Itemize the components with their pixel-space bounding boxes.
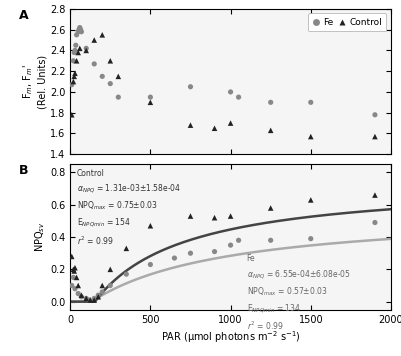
Point bbox=[69, 112, 75, 117]
Point bbox=[308, 134, 314, 140]
Point bbox=[73, 42, 79, 48]
Point bbox=[372, 112, 378, 117]
Point bbox=[107, 267, 113, 272]
Point bbox=[147, 262, 154, 267]
Point bbox=[227, 213, 234, 219]
Point bbox=[72, 265, 78, 271]
Point bbox=[99, 283, 105, 288]
Point bbox=[69, 283, 75, 288]
Point bbox=[72, 70, 78, 76]
Point bbox=[123, 271, 130, 277]
Point bbox=[227, 89, 234, 95]
Point bbox=[78, 29, 85, 35]
Text: B: B bbox=[19, 164, 28, 177]
Point bbox=[267, 127, 274, 133]
Point bbox=[78, 292, 85, 298]
Point bbox=[73, 58, 80, 64]
Point bbox=[372, 134, 378, 140]
Point bbox=[95, 292, 101, 298]
Point bbox=[91, 61, 97, 67]
Point bbox=[71, 74, 77, 79]
Point bbox=[75, 29, 81, 35]
Point bbox=[83, 295, 89, 301]
Point bbox=[77, 46, 83, 51]
Point bbox=[75, 291, 81, 297]
Point bbox=[308, 197, 314, 203]
Point bbox=[91, 297, 97, 303]
Point bbox=[187, 84, 194, 90]
Point bbox=[372, 220, 378, 225]
Point bbox=[227, 242, 234, 248]
Point bbox=[235, 237, 242, 243]
Point bbox=[267, 237, 274, 243]
Text: Control
$\alpha_{NPQ}$ = 1.31e-03±1.58e-04
NPQ$_{max}$ = 0.75±0.03
E$_{NPQmin}$ : Control $\alpha_{NPQ}$ = 1.31e-03±1.58e-… bbox=[77, 169, 181, 247]
Point bbox=[115, 74, 122, 79]
Point bbox=[187, 122, 194, 128]
Point bbox=[147, 94, 154, 100]
Point bbox=[95, 294, 101, 300]
Point bbox=[70, 58, 77, 64]
Point bbox=[91, 37, 97, 43]
Point bbox=[71, 49, 77, 55]
Legend: Fe, Control: Fe, Control bbox=[308, 14, 387, 31]
Point bbox=[87, 297, 93, 303]
Point bbox=[69, 253, 75, 259]
Point bbox=[70, 267, 77, 272]
Point bbox=[187, 213, 194, 219]
Point bbox=[187, 250, 194, 256]
Point bbox=[147, 99, 154, 105]
Point bbox=[211, 215, 218, 220]
Text: Fe
$\alpha_{NPQ}$ = 6.55e-04±6.08e-05
NPQ$_{max}$ = 0.57±0.03
E$_{NPQmin}$ = 134: Fe $\alpha_{NPQ}$ = 6.55e-04±6.08e-05 NP… bbox=[247, 255, 350, 333]
Text: A: A bbox=[19, 9, 28, 22]
Point bbox=[107, 58, 113, 64]
Point bbox=[71, 268, 77, 274]
Point bbox=[211, 125, 218, 131]
Point bbox=[372, 192, 378, 198]
Y-axis label: F$_m$, F$_m$'
(Rel. Units): F$_m$, F$_m$' (Rel. Units) bbox=[22, 54, 47, 109]
Y-axis label: NPQ$_{sv}$: NPQ$_{sv}$ bbox=[33, 222, 47, 252]
Point bbox=[77, 25, 83, 30]
Point bbox=[75, 49, 81, 55]
Point bbox=[69, 82, 75, 88]
Point bbox=[70, 274, 77, 280]
Point bbox=[99, 289, 105, 295]
Point bbox=[73, 32, 80, 38]
Point bbox=[171, 255, 178, 261]
Point bbox=[267, 205, 274, 211]
Point bbox=[227, 120, 234, 126]
Point bbox=[235, 94, 242, 100]
Point bbox=[267, 99, 274, 105]
Point bbox=[91, 295, 97, 301]
Point bbox=[107, 283, 113, 288]
Point bbox=[76, 27, 82, 32]
Point bbox=[147, 223, 154, 229]
Point bbox=[211, 249, 218, 255]
Point bbox=[72, 286, 78, 292]
Point bbox=[72, 48, 78, 53]
Point bbox=[308, 99, 314, 105]
Point bbox=[115, 94, 122, 100]
Point bbox=[75, 283, 81, 288]
Point bbox=[73, 274, 80, 280]
Point bbox=[83, 295, 89, 301]
Point bbox=[99, 74, 105, 79]
Point bbox=[83, 48, 89, 53]
Point bbox=[308, 236, 314, 241]
Point bbox=[99, 32, 105, 38]
Point bbox=[107, 81, 113, 87]
X-axis label: PAR (μmol photons m$^{-2}$ s$^{-1}$): PAR (μmol photons m$^{-2}$ s$^{-1}$) bbox=[161, 329, 300, 345]
Point bbox=[70, 79, 77, 84]
Point bbox=[77, 27, 84, 32]
Point bbox=[86, 297, 93, 303]
Point bbox=[83, 46, 89, 51]
Point bbox=[123, 246, 130, 251]
Point bbox=[78, 294, 85, 300]
